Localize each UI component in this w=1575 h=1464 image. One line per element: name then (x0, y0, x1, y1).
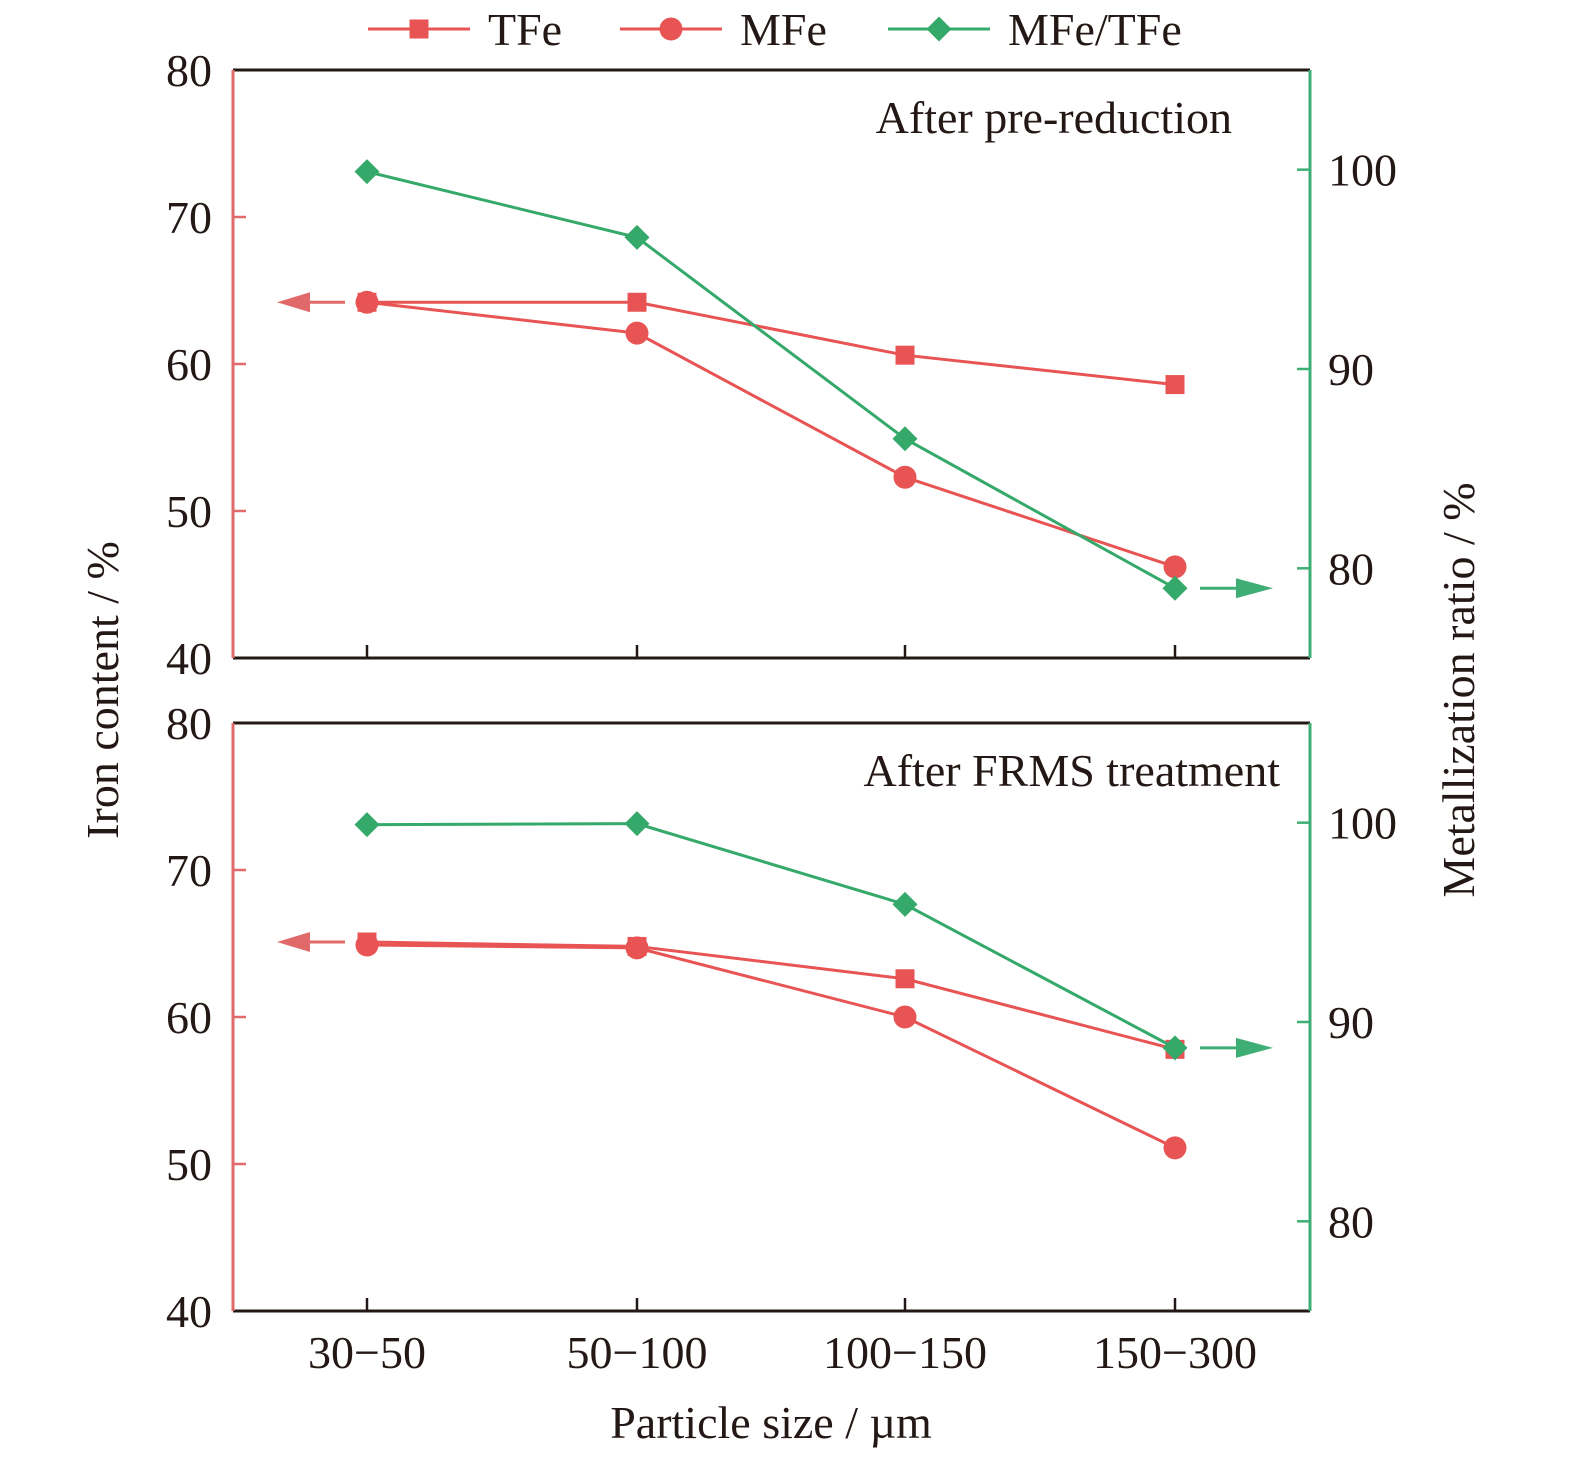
legend: TFe MFe MFe/TFe (368, 4, 1182, 55)
x-axis-title: Particle size / µm (610, 1397, 932, 1448)
right-axis-arrow-head (1236, 1037, 1273, 1058)
x-tick-labels: 30−50 50−100 100−150 150−300 (308, 1327, 1257, 1378)
series-line-mfe (366, 943, 1176, 1150)
data-point-mfe (893, 465, 917, 489)
data-point-tfe (895, 969, 915, 989)
right-y-tick-label: 80 (1328, 1196, 1374, 1247)
data-point-tfe (357, 932, 377, 952)
data-point-mfe-tfe (892, 426, 918, 452)
data-point-mfe-tfe (354, 812, 380, 838)
left-y-tick-label: 80 (166, 698, 212, 749)
data-point-tfe (895, 345, 915, 365)
left-y-tick-label: 70 (166, 845, 212, 896)
x-tick-label: 150−300 (1093, 1327, 1257, 1378)
left-y-tick-label: 50 (166, 1139, 212, 1190)
legend-label-mfe: MFe (740, 4, 827, 55)
data-point-tfe (1165, 375, 1185, 395)
left-y-tick-label: 60 (166, 992, 212, 1043)
panel-2: 40 50 60 70 80 80 90 100 After FRMS treatment (166, 698, 1397, 1337)
left-y-tick-label: 80 (166, 45, 212, 96)
legend-label-mfe-tfe: MFe/TFe (1008, 4, 1182, 55)
right-y-tick-label: 100 (1328, 145, 1397, 196)
series-line-mfe-tfe (366, 170, 1176, 590)
legend-marker-tfe (409, 19, 429, 39)
left-y-tick-label: 40 (166, 633, 212, 684)
right-y-tick-label: 90 (1328, 344, 1374, 395)
series-line-tfe (367, 300, 1176, 387)
right-y-tick-label: 90 (1328, 997, 1374, 1048)
data-point-mfe (625, 321, 649, 345)
panels: 40 50 60 70 80 80 90 100 After pre-reduction 40 50… (166, 45, 1397, 1337)
series-line-mfe (366, 300, 1176, 569)
legend-marker-mfe-tfe (926, 16, 952, 42)
left-y-tick-label: 60 (166, 339, 212, 390)
left-y-tick-label: 50 (166, 486, 212, 537)
right-y-tick-label: 100 (1328, 798, 1397, 849)
data-point-mfe (1163, 1136, 1187, 1160)
data-point-mfe-tfe (354, 159, 380, 185)
left-axis-arrow-head (277, 292, 310, 313)
data-point-mfe (1163, 555, 1187, 579)
left-y-tick-label: 40 (166, 1286, 212, 1337)
right-axis-arrow-head (1236, 578, 1273, 599)
data-point-tfe (627, 936, 647, 956)
x-tick-label: 100−150 (823, 1327, 987, 1378)
data-point-mfe-tfe (1162, 575, 1188, 601)
series-line-mfe-tfe (366, 822, 1176, 1050)
data-point-mfe-tfe (624, 224, 650, 250)
left-y-axis-title: Iron content / % (77, 541, 128, 839)
left-axis-arrow-head (277, 932, 310, 953)
panel-1: 40 50 60 70 80 80 90 100 After pre-reduction (166, 45, 1397, 684)
right-y-tick-label: 80 (1328, 543, 1374, 594)
data-point-mfe-tfe (1162, 1035, 1188, 1061)
panel-label: After FRMS treatment (864, 745, 1281, 796)
panel-label: After pre-reduction (876, 92, 1232, 143)
series-line-tfe (366, 940, 1176, 1051)
left-y-tick-label: 70 (166, 192, 212, 243)
legend-marker-mfe (659, 17, 683, 41)
data-point-mfe-tfe (892, 891, 918, 917)
data-point-mfe (893, 1005, 917, 1029)
data-point-tfe (627, 292, 647, 312)
legend-label-tfe: TFe (488, 4, 562, 55)
x-tick-label: 50−100 (567, 1327, 708, 1378)
right-y-axis-title: Metallization ratio / % (1433, 482, 1484, 897)
data-point-mfe-tfe (624, 811, 650, 837)
data-point-tfe (357, 292, 377, 312)
x-tick-label: 30−50 (308, 1327, 426, 1378)
